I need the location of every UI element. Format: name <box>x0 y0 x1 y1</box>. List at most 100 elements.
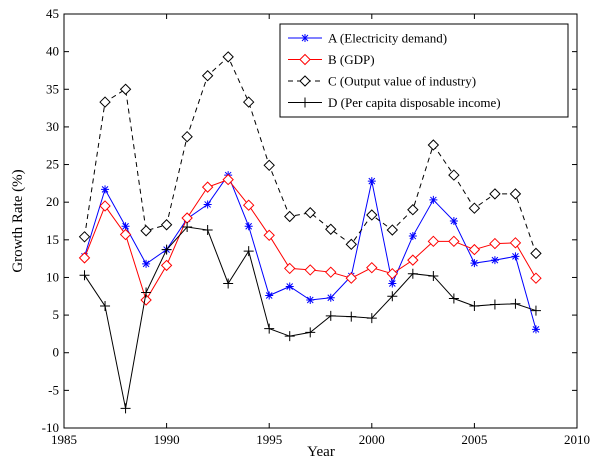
y-tick-label: 35 <box>46 81 59 96</box>
marker <box>386 224 399 236</box>
marker <box>407 268 418 279</box>
y-tick-label: -5 <box>48 382 59 397</box>
marker <box>407 254 419 266</box>
marker <box>388 279 397 288</box>
marker <box>243 246 254 257</box>
marker <box>530 305 541 316</box>
series-line <box>84 56 537 254</box>
marker <box>304 264 316 276</box>
legend-box <box>279 23 569 118</box>
y-tick-label: 40 <box>46 44 59 59</box>
x-tick-label: 2010 <box>564 432 590 447</box>
x-tick-label: 1985 <box>51 432 77 447</box>
marker <box>470 259 479 268</box>
marker <box>222 51 234 63</box>
marker <box>387 291 398 302</box>
marker <box>427 235 440 248</box>
marker <box>305 327 316 338</box>
marker <box>223 278 234 289</box>
marker <box>509 237 522 249</box>
marker <box>325 223 337 235</box>
marker <box>79 270 90 281</box>
marker <box>367 177 376 186</box>
marker <box>468 202 481 214</box>
marker <box>100 301 111 312</box>
marker <box>141 287 152 298</box>
y-tick-label: 30 <box>46 119 59 134</box>
marker <box>284 331 295 342</box>
marker <box>448 235 460 248</box>
marker <box>299 75 311 87</box>
marker <box>284 210 296 223</box>
x-tick-label: 1990 <box>154 432 180 447</box>
marker <box>99 96 111 108</box>
marker <box>366 313 377 324</box>
marker <box>386 267 399 280</box>
marker <box>366 209 378 221</box>
marker <box>264 323 275 334</box>
y-tick-label: 10 <box>46 269 59 284</box>
marker <box>448 293 459 304</box>
x-tick-label: 2005 <box>461 432 487 447</box>
marker <box>201 70 214 82</box>
marker <box>285 282 294 291</box>
y-tick-label: 15 <box>46 232 59 247</box>
marker <box>182 222 193 233</box>
y-tick-label: 45 <box>46 6 59 21</box>
x-tick-label: 2000 <box>359 432 385 447</box>
marker <box>300 97 310 108</box>
marker <box>469 301 480 312</box>
marker <box>299 53 311 66</box>
marker <box>427 139 440 151</box>
marker <box>201 181 214 193</box>
marker <box>203 200 212 209</box>
marker <box>306 296 315 305</box>
marker <box>119 83 132 95</box>
marker <box>326 293 335 302</box>
marker <box>160 259 173 272</box>
marker <box>265 291 274 300</box>
marker <box>509 188 522 200</box>
marker <box>530 247 542 260</box>
marker <box>121 222 130 231</box>
marker <box>202 225 213 236</box>
marker <box>428 270 439 281</box>
marker <box>244 222 253 231</box>
marker <box>140 225 152 237</box>
y-axis-label: Growth Rate (%) <box>10 169 26 272</box>
marker <box>366 261 378 274</box>
marker <box>99 200 111 212</box>
marker <box>489 188 501 200</box>
y-tick-label: 25 <box>46 157 59 172</box>
marker <box>346 311 357 322</box>
marker <box>449 217 458 225</box>
marker <box>78 231 91 243</box>
marker <box>78 252 91 264</box>
legend-label: C (Output value of industry) <box>328 74 476 89</box>
marker <box>489 237 501 250</box>
marker <box>408 232 417 241</box>
marker <box>142 259 151 268</box>
x-tick-label: 1995 <box>256 432 282 447</box>
marker <box>301 34 309 42</box>
marker <box>284 262 296 275</box>
marker <box>325 310 336 321</box>
marker <box>242 96 255 108</box>
y-tick-label: 20 <box>46 194 59 209</box>
marker <box>490 256 499 265</box>
marker <box>263 229 275 242</box>
marker <box>161 244 172 255</box>
marker <box>325 266 337 278</box>
y-tick-label: 0 <box>53 345 60 360</box>
marker <box>304 207 316 219</box>
marker <box>489 299 500 310</box>
marker <box>140 294 152 306</box>
marker <box>510 298 521 309</box>
marker <box>119 228 132 241</box>
marker <box>181 130 193 143</box>
marker <box>242 199 255 211</box>
marker <box>407 204 419 216</box>
marker <box>530 272 542 284</box>
